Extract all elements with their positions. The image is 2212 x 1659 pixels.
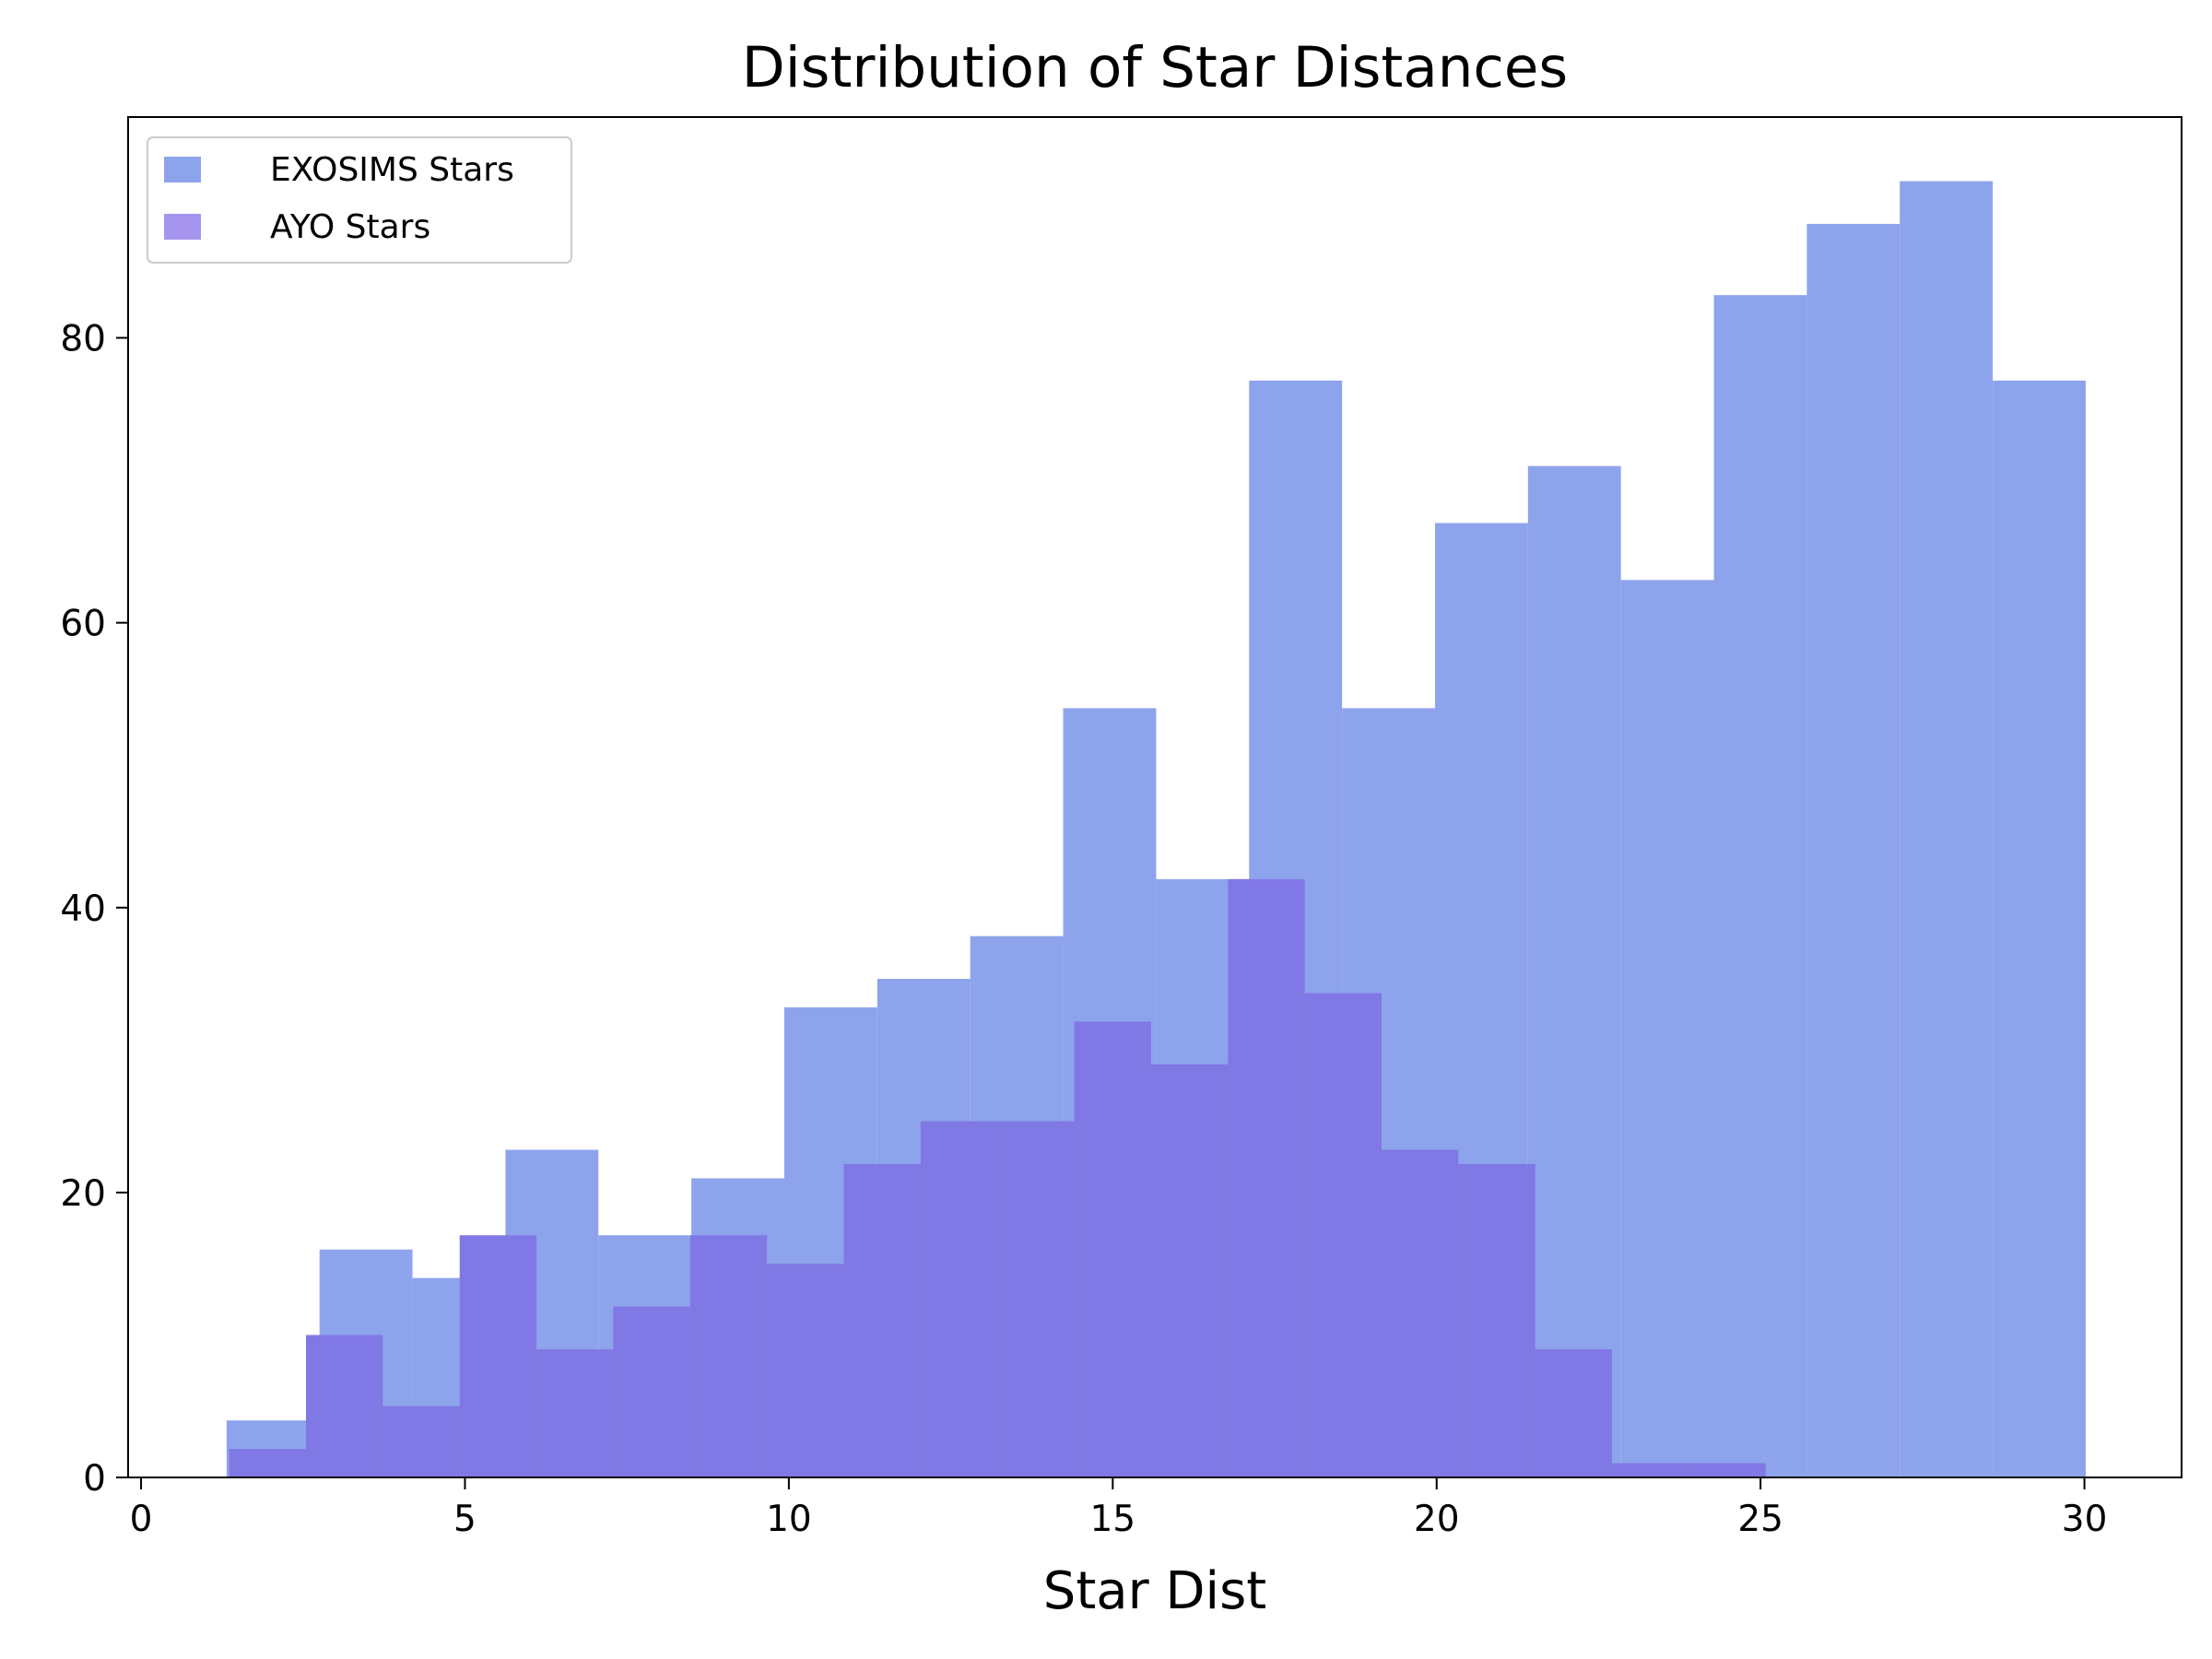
legend-box <box>147 136 572 264</box>
exosims-bar <box>1900 181 1994 1477</box>
ayo-bar <box>1458 1163 1535 1477</box>
chart-title: Distribution of Star Distances <box>742 35 1568 100</box>
ayo-bar <box>1228 878 1305 1477</box>
y-tick-label: 0 <box>83 1458 106 1500</box>
x-tick-label: 5 <box>453 1499 477 1540</box>
ayo-bar <box>305 1335 383 1477</box>
ayo-bar <box>1304 993 1382 1477</box>
ayo-bar <box>920 1121 998 1477</box>
y-tick-label: 80 <box>60 319 106 360</box>
ayo-bar <box>997 1121 1075 1477</box>
exosims-bar <box>1527 465 1621 1478</box>
x-tick-label: 25 <box>1737 1499 1783 1540</box>
legend: EXOSIMS Stars AYO Stars <box>147 136 572 264</box>
y-tick-label: 60 <box>60 604 106 645</box>
ayo-bar <box>1535 1348 1613 1477</box>
ayo-bar <box>382 1406 460 1477</box>
ayo-bar <box>613 1306 690 1477</box>
plot-frame <box>127 116 2183 1478</box>
ayo-bar <box>843 1163 921 1477</box>
plot-area <box>127 116 2183 1478</box>
exosims-bar <box>1993 380 2086 1477</box>
ayo-bar <box>767 1264 844 1477</box>
ayo-bars <box>229 878 1766 1477</box>
x-tick-label: 20 <box>1414 1499 1460 1540</box>
legend-swatch-ayo <box>164 214 201 240</box>
exosims-bar <box>1713 295 1807 1477</box>
legend-label-ayo: AYO Stars <box>270 208 430 246</box>
y-tick-label: 40 <box>60 888 106 930</box>
y-tick-label: 20 <box>60 1173 106 1215</box>
ayo-bar <box>459 1235 537 1477</box>
ayo-bar <box>1612 1463 1689 1477</box>
ayo-bar <box>229 1449 306 1477</box>
ayo-bar <box>1381 1149 1459 1477</box>
ayo-bar <box>536 1348 614 1477</box>
y-axis: 0 20 40 60 80 <box>60 319 128 1500</box>
exosims-bar <box>1806 223 1900 1477</box>
ayo-bar <box>1688 1463 1766 1477</box>
x-tick-label: 15 <box>1089 1499 1135 1540</box>
x-tick-label: 0 <box>130 1499 153 1540</box>
x-axis: 0 5 10 15 20 25 30 <box>130 1477 2108 1540</box>
legend-label-exosims: EXOSIMS Stars <box>270 151 514 189</box>
ayo-bar <box>689 1235 768 1477</box>
x-tick-label: 10 <box>766 1499 812 1540</box>
x-axis-label: Star Dist <box>1043 1561 1266 1621</box>
exosims-bar <box>1620 580 1714 1477</box>
ayo-bar <box>1074 1021 1151 1477</box>
x-tick-label: 30 <box>2062 1499 2108 1540</box>
legend-swatch-exosims <box>164 157 201 182</box>
ayo-bar <box>1150 1064 1229 1477</box>
